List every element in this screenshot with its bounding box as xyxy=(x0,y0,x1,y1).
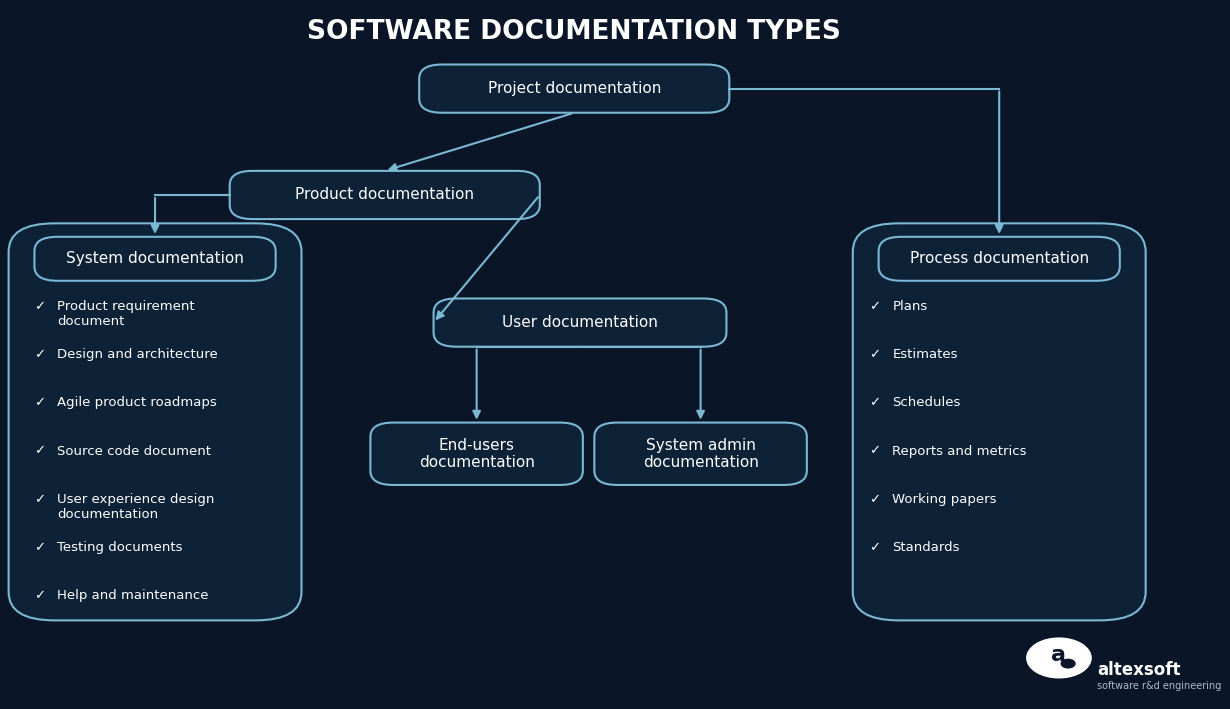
Text: Schedules: Schedules xyxy=(893,396,961,409)
FancyBboxPatch shape xyxy=(230,171,540,219)
FancyBboxPatch shape xyxy=(852,223,1145,620)
FancyBboxPatch shape xyxy=(419,65,729,113)
FancyBboxPatch shape xyxy=(594,423,807,485)
FancyBboxPatch shape xyxy=(433,298,727,347)
Circle shape xyxy=(1061,659,1075,668)
Text: ✓: ✓ xyxy=(34,445,46,457)
Text: Agile product roadmaps: Agile product roadmaps xyxy=(58,396,218,409)
Text: a: a xyxy=(1052,645,1066,665)
Text: Source code document: Source code document xyxy=(58,445,212,457)
FancyBboxPatch shape xyxy=(9,223,301,620)
Text: Reports and metrics: Reports and metrics xyxy=(893,445,1027,457)
Text: ✓: ✓ xyxy=(34,300,46,313)
Text: End-users
documentation: End-users documentation xyxy=(418,437,535,470)
Text: ✓: ✓ xyxy=(34,541,46,554)
FancyBboxPatch shape xyxy=(370,423,583,485)
Text: System documentation: System documentation xyxy=(66,251,244,267)
Text: ✓: ✓ xyxy=(870,541,881,554)
Text: Product requirement
document: Product requirement document xyxy=(58,300,196,328)
Text: Testing documents: Testing documents xyxy=(58,541,183,554)
Text: Product documentation: Product documentation xyxy=(295,187,475,203)
Text: Help and maintenance: Help and maintenance xyxy=(58,589,209,602)
Text: Standards: Standards xyxy=(893,541,959,554)
Text: ✓: ✓ xyxy=(34,348,46,361)
Text: Process documentation: Process documentation xyxy=(910,251,1089,267)
Text: ✓: ✓ xyxy=(34,493,46,506)
Text: ✓: ✓ xyxy=(870,493,881,506)
Text: Estimates: Estimates xyxy=(893,348,958,361)
Circle shape xyxy=(1027,638,1091,678)
FancyBboxPatch shape xyxy=(878,237,1119,281)
Text: Project documentation: Project documentation xyxy=(487,81,661,96)
Text: System admin
documentation: System admin documentation xyxy=(642,437,759,470)
Text: SOFTWARE DOCUMENTATION TYPES: SOFTWARE DOCUMENTATION TYPES xyxy=(308,19,841,45)
Text: ✓: ✓ xyxy=(34,589,46,602)
Text: User experience design
documentation: User experience design documentation xyxy=(58,493,215,520)
Text: User documentation: User documentation xyxy=(502,315,658,330)
Text: Design and architecture: Design and architecture xyxy=(58,348,218,361)
Text: ✓: ✓ xyxy=(870,445,881,457)
Text: Working papers: Working papers xyxy=(893,493,996,506)
Text: Plans: Plans xyxy=(893,300,927,313)
Text: ✓: ✓ xyxy=(870,396,881,409)
Text: software r&d engineering: software r&d engineering xyxy=(1097,681,1221,691)
FancyBboxPatch shape xyxy=(34,237,276,281)
Text: altexsoft: altexsoft xyxy=(1097,661,1181,679)
Text: ✓: ✓ xyxy=(870,300,881,313)
Text: ✓: ✓ xyxy=(34,396,46,409)
Text: ✓: ✓ xyxy=(870,348,881,361)
